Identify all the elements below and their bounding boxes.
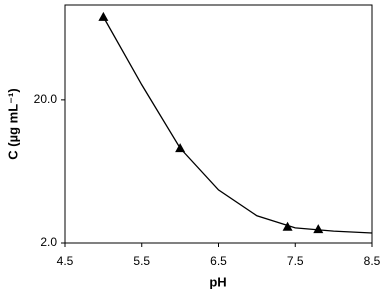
- x-tick-label: 7.5: [287, 254, 304, 268]
- x-tick-label: 6.5: [210, 254, 227, 268]
- y-tick-label: 20.0: [34, 92, 58, 106]
- data-point: [175, 143, 186, 153]
- fit-line: [102, 16, 373, 234]
- x-tick-label: 8.5: [364, 254, 381, 268]
- data-point: [282, 221, 293, 231]
- x-tick-label: 5.5: [133, 254, 150, 268]
- data-point: [98, 11, 109, 21]
- plot-frame: [64, 4, 373, 244]
- x-axis-label: pH: [209, 274, 226, 289]
- x-tick-label: 4.5: [57, 254, 74, 268]
- data-point: [313, 224, 324, 234]
- y-axis-label: C (µg mL⁻¹): [5, 88, 20, 159]
- y-tick-label: 2.0: [40, 235, 57, 249]
